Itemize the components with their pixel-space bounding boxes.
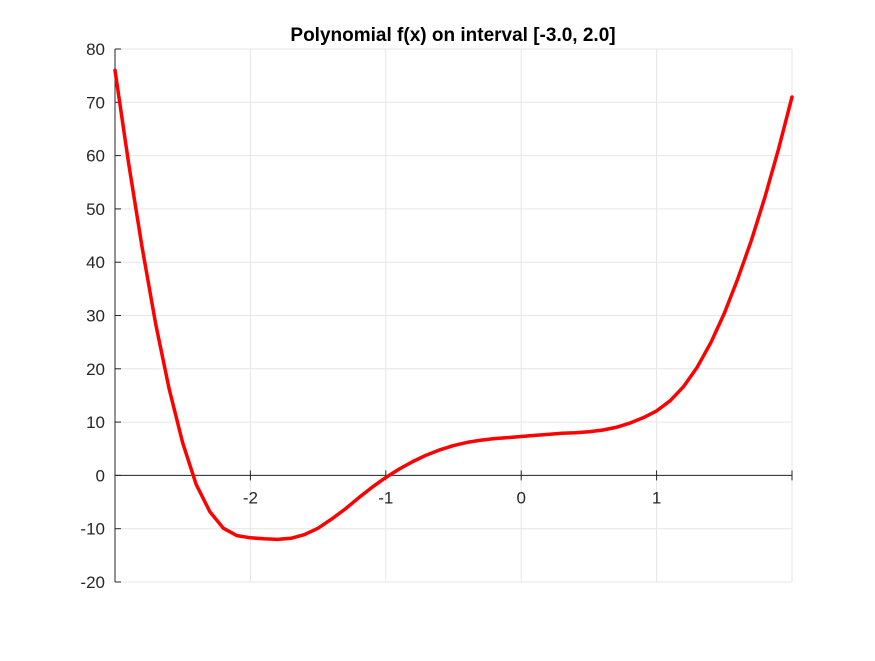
y-tick-label: 50 (86, 200, 105, 219)
y-tick-label: 10 (86, 413, 105, 432)
x-tick-label: -2 (243, 488, 258, 507)
series (113, 68, 794, 542)
series-line (113, 68, 794, 542)
x-tick-label: -1 (378, 488, 393, 507)
x-tick-label: 0 (516, 488, 525, 507)
y-tick-label: -20 (80, 573, 105, 592)
y-tick-label: -10 (80, 520, 105, 539)
y-tick-label: 20 (86, 360, 105, 379)
chart-title: Polynomial f(x) on interval [-3.0, 2.0] (290, 25, 615, 46)
y-tick-label: 40 (86, 253, 105, 272)
x-tick-label: 1 (652, 488, 661, 507)
y-tick-label: 0 (96, 466, 105, 485)
y-tick-label: 60 (86, 147, 105, 166)
y-tick-label: 80 (86, 40, 105, 59)
y-tick-label: 30 (86, 307, 105, 326)
y-tick-label: 70 (86, 93, 105, 112)
